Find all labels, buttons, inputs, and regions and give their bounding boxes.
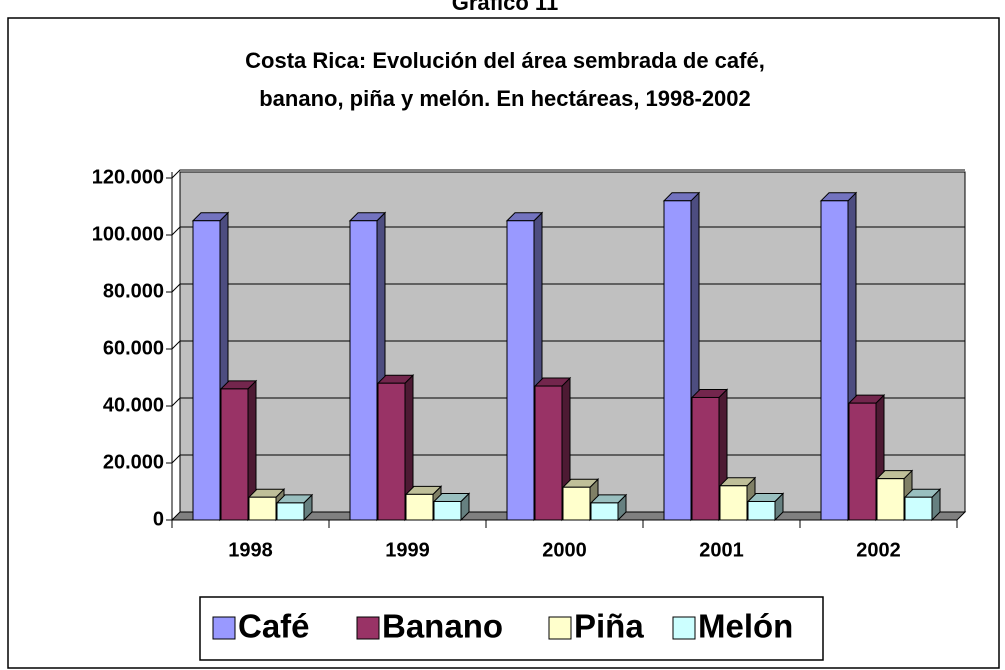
- x-tick-label: 2002: [856, 539, 901, 561]
- bar: [248, 496, 277, 521]
- bar: [405, 493, 434, 521]
- grid-line: [171, 340, 965, 350]
- bar: [747, 500, 776, 521]
- bar: [719, 485, 748, 521]
- y-tick-label: 60.000: [103, 337, 164, 359]
- bar: [848, 402, 877, 521]
- grid-line: [171, 226, 965, 236]
- bar: [349, 220, 378, 521]
- legend-label: Melón: [698, 608, 793, 645]
- bar: [876, 478, 905, 521]
- chart-title: banano, piña y melón. En hectáreas, 1998…: [259, 86, 751, 111]
- bar: [192, 220, 221, 521]
- y-tick-label: 120.000: [92, 166, 164, 188]
- legend-swatch: [548, 616, 572, 640]
- chart-title: Costa Rica: Evolución del área sembrada …: [245, 48, 765, 73]
- y-tick-label: 20.000: [103, 451, 164, 473]
- legend-label: Piña: [574, 608, 644, 645]
- legend-swatch: [672, 616, 696, 640]
- bar: [276, 502, 305, 521]
- x-tick-label: 2000: [542, 539, 587, 561]
- bar: [691, 396, 720, 521]
- bar: [377, 382, 406, 521]
- legend-label: Café: [238, 608, 310, 645]
- legend-label: Banano: [382, 608, 503, 645]
- y-tick-label: 100.000: [92, 223, 164, 245]
- legend-box: [199, 596, 824, 661]
- legend-swatch: [356, 616, 380, 640]
- legend-swatch: [212, 616, 236, 640]
- x-tick-label: 1998: [228, 539, 273, 561]
- bar: [904, 496, 933, 521]
- x-tick-label: 2001: [699, 539, 744, 561]
- grid-line: [171, 283, 965, 293]
- x-tick-label: 1999: [385, 539, 430, 561]
- bar: [433, 500, 462, 521]
- bar: [534, 385, 563, 521]
- bar: [220, 388, 249, 521]
- y-tick-label: 0: [153, 508, 164, 530]
- y-tick-label: 40.000: [103, 394, 164, 416]
- bar: [590, 502, 619, 521]
- bar: [562, 486, 591, 521]
- page-header: Gráfico 11: [452, 0, 558, 15]
- bar: [506, 220, 535, 521]
- bar: [820, 200, 849, 521]
- y-tick-label: 80.000: [103, 280, 164, 302]
- grid-line: [171, 169, 965, 179]
- bar: [663, 200, 692, 521]
